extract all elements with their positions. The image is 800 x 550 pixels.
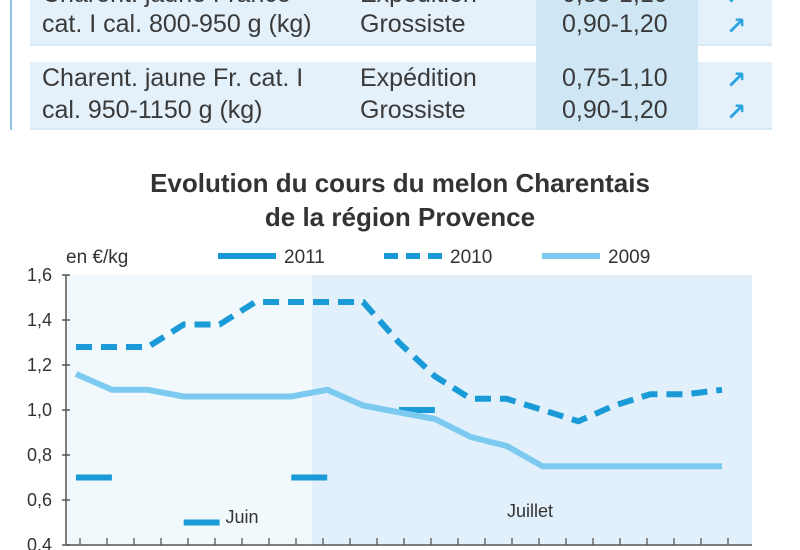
price-table: Charent. jaune France cat. I cal. 800-95… bbox=[0, 0, 800, 138]
period-label: Juillet bbox=[507, 501, 553, 521]
y-tick-label: 0,4 bbox=[27, 535, 52, 550]
chart-title-line-2: de la région Provence bbox=[264, 202, 536, 232]
product-name: cal. 950-1150 g (kg) bbox=[42, 96, 263, 124]
product-name: Charent. jaune Fr. cat. I bbox=[42, 64, 304, 92]
series-line-2010 bbox=[76, 299, 723, 425]
y-tick-label: 1,4 bbox=[27, 310, 52, 330]
period-label: Juin bbox=[225, 507, 258, 527]
market-stage: Expédition bbox=[360, 0, 477, 10]
legend-label-2010: 2010 bbox=[450, 247, 492, 268]
price-range: 0,75-1,10 bbox=[562, 64, 668, 92]
trend-up-icon: ↗ bbox=[726, 98, 747, 126]
market-stage: Grossiste bbox=[360, 96, 466, 124]
price-range: 0,85-1,10 bbox=[562, 0, 668, 10]
trend-up-icon: ↗ bbox=[726, 0, 746, 10]
y-tick-label: 1,0 bbox=[27, 400, 52, 420]
y-axis-label: en €/kg bbox=[66, 247, 128, 268]
table-left-border bbox=[10, 0, 12, 130]
price-range: 0,90-1,20 bbox=[562, 10, 668, 38]
series-line-2011 bbox=[76, 407, 435, 526]
y-tick-label: 1,2 bbox=[27, 355, 52, 375]
product-name: Charent. jaune France bbox=[42, 0, 291, 10]
line-chart: 1,6 1,4 1,2 1,0 0,8 0,6 0,4 en €/kg 2011 2010 200… bbox=[27, 247, 752, 550]
trend-up-icon: ↗ bbox=[726, 66, 747, 94]
y-tick-label: 0,6 bbox=[27, 490, 52, 510]
legend-label-2011: 2011 bbox=[284, 247, 325, 268]
price-range: 0,90-1,20 bbox=[562, 96, 668, 124]
trend-up-icon: ↗ bbox=[726, 12, 747, 40]
series-line-2009 bbox=[74, 371, 722, 470]
market-stage: Grossiste bbox=[360, 10, 466, 38]
y-tick-label: 0,8 bbox=[27, 445, 52, 465]
legend-label-2009: 2009 bbox=[608, 247, 650, 268]
price-column bbox=[536, 0, 698, 130]
y-tick-label: 1,6 bbox=[27, 265, 52, 285]
chart-title-line-1: Evolution du cours du melon Charentais bbox=[150, 168, 650, 198]
market-stage: Expédition bbox=[360, 64, 477, 92]
product-name: cat. I cal. 800-950 g (kg) bbox=[42, 10, 312, 38]
